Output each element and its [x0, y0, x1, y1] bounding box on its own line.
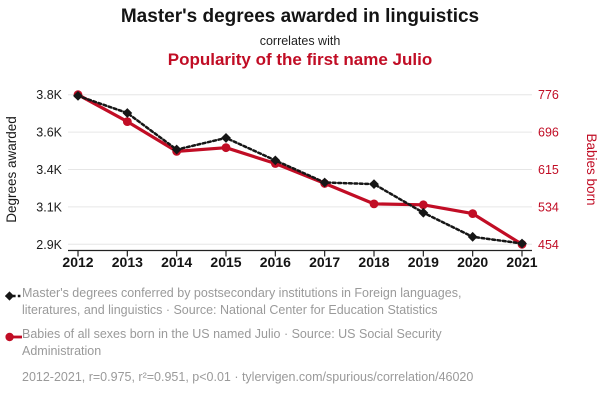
data-point-circle	[122, 117, 132, 127]
data-point-diamond	[73, 90, 83, 101]
chart-legend: Master's degrees conferred by postsecond…	[4, 285, 521, 386]
legend-entry-label: Babies of all sexes born in the US named…	[22, 327, 442, 358]
x-axis-tick-label: 2014	[161, 254, 192, 270]
stats-footnote: 2012-2021, r=0.975, r²=0.951, p<0.01 · t…	[22, 370, 474, 384]
left-axis-tick-label: 3.4K	[36, 163, 62, 177]
data-point-diamond	[517, 238, 527, 249]
chart-title: Master's degrees awarded in linguistics	[120, 6, 480, 27]
x-axis-tick-label: 2013	[112, 254, 143, 270]
data-point-circle	[468, 209, 478, 219]
x-axis-tick-label: 2012	[62, 254, 93, 270]
data-point-circle	[418, 200, 428, 210]
x-axis-tick-label: 2018	[358, 254, 389, 270]
right-axis-tick-label: 454	[538, 238, 559, 252]
chart-secondary-title: Popularity of the first name Julio	[167, 50, 433, 69]
left-axis-tick-label: 2.9K	[36, 238, 62, 252]
x-axis-tick-label: 2020	[457, 254, 488, 270]
x-axis-tick-label: 2015	[210, 254, 241, 270]
data-point-diamond	[369, 179, 379, 190]
data-point-diamond	[122, 108, 133, 118]
legend-entry-label: Master's degrees conferred by postsecond…	[22, 286, 462, 317]
left-axis-tick-label: 3.1K	[36, 200, 62, 214]
data-point-circle	[221, 143, 231, 153]
data-point-diamond	[270, 155, 281, 166]
right-axis-tick-label: 696	[538, 126, 559, 140]
right-axis-tick-label: 776	[538, 88, 559, 102]
chart-subtitle: correlates with	[259, 34, 341, 48]
left-axis-title: Degrees awarded	[4, 116, 19, 223]
data-point-diamond	[418, 207, 429, 218]
data-point-diamond	[467, 231, 478, 242]
left-axis-tick-label: 3.8K	[36, 88, 62, 102]
data-point-diamond	[319, 177, 330, 188]
x-axis-tick-label: 2019	[408, 254, 439, 270]
x-axis-tick-label: 2021	[506, 254, 537, 270]
right-axis-title: Babies born	[584, 133, 599, 205]
dashed-diamond-legend-icon	[4, 285, 22, 306]
series-line-circle	[76, 93, 524, 246]
x-axis-tick-label: 2017	[309, 254, 340, 270]
solid-circle-legend-icon	[5, 326, 22, 347]
series-line-diamond	[76, 94, 524, 245]
data-point-diamond	[221, 133, 231, 143]
legend-entry-julio: Babies of all sexes born in the US named…	[5, 326, 521, 360]
right-axis-tick-label: 615	[538, 163, 559, 177]
data-point-circle	[369, 199, 379, 209]
legend-entry-degrees: Master's degrees conferred by postsecond…	[4, 285, 521, 319]
data-point-diamond	[171, 144, 182, 155]
x-axis-tick-label: 2016	[260, 254, 291, 270]
right-axis-tick-label: 534	[538, 200, 559, 214]
left-axis-tick-label: 3.6K	[36, 126, 62, 140]
